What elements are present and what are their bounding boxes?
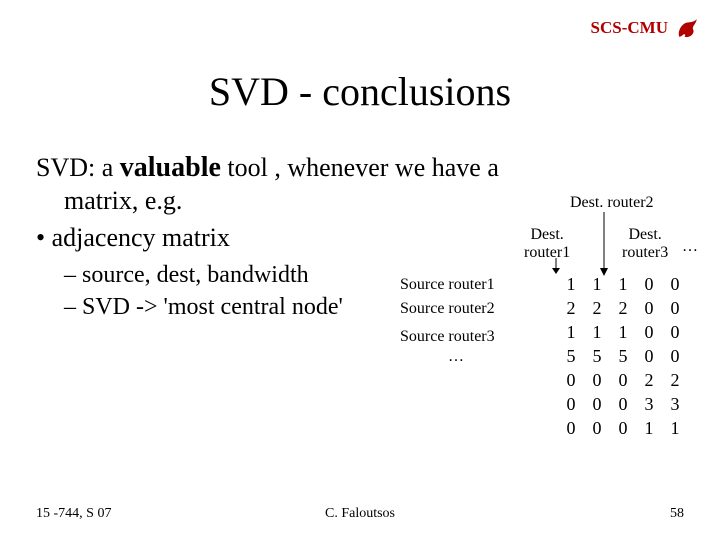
footer-right: 58 <box>670 506 684 522</box>
cell: 0 <box>662 272 688 296</box>
cell: 0 <box>662 320 688 344</box>
cell: 3 <box>636 392 662 416</box>
cell: 1 <box>584 320 610 344</box>
cell: 5 <box>610 344 636 368</box>
bullet-text: adjacency matrix <box>52 223 230 252</box>
cell: 1 <box>558 272 584 296</box>
cell: 0 <box>610 392 636 416</box>
cell: 0 <box>610 416 636 440</box>
cell: 5 <box>558 344 584 368</box>
cell: 1 <box>584 272 610 296</box>
row-header-3: Source router3 <box>400 328 495 346</box>
table-row: 0 0 0 2 2 <box>558 368 688 392</box>
col-header-2: Dest. router2 <box>570 194 654 212</box>
cell: 1 <box>662 416 688 440</box>
dragon-icon <box>674 14 702 42</box>
table-row: 0 0 0 3 3 <box>558 392 688 416</box>
cell: 0 <box>610 368 636 392</box>
row-header-2: Source router2 <box>400 300 495 318</box>
footer: 15 -744, S 07 C. Faloutsos 58 <box>36 506 684 522</box>
bullet-marker: • <box>36 223 52 252</box>
cell: 1 <box>610 272 636 296</box>
slide-title: SVD - conclusions <box>0 68 720 115</box>
footer-center: C. Faloutsos <box>36 506 684 522</box>
cell: 0 <box>636 344 662 368</box>
line1-prefix: SVD: a <box>36 153 120 182</box>
org-label: SCS-CMU <box>591 18 668 38</box>
header: SCS-CMU <box>591 14 702 42</box>
cell: 3 <box>662 392 688 416</box>
cell: 1 <box>558 320 584 344</box>
cell: 0 <box>584 368 610 392</box>
table-row: 1 1 1 0 0 <box>558 272 688 296</box>
row-ellipsis: … <box>448 348 464 366</box>
matrix-values: 1 1 1 0 0 2 2 2 0 0 1 1 1 0 0 5 <box>558 272 688 440</box>
table-row: 5 5 5 0 0 <box>558 344 688 368</box>
table-row: 1 1 1 0 0 <box>558 320 688 344</box>
col-header-1: Dest. router1 <box>524 226 570 261</box>
row-header-1: Source router1 <box>400 276 495 294</box>
bullet-1: • adjacency matrix <box>36 222 676 255</box>
cell: 0 <box>584 416 610 440</box>
cell: 5 <box>584 344 610 368</box>
cell: 0 <box>662 344 688 368</box>
col-header-3: Dest. router3 <box>622 226 668 261</box>
cell: 2 <box>636 368 662 392</box>
cell: 2 <box>662 368 688 392</box>
cell: 2 <box>610 296 636 320</box>
cell: 0 <box>636 296 662 320</box>
line1-suffix: tool , whenever we have a <box>221 153 499 182</box>
cell: 1 <box>610 320 636 344</box>
col-ellipsis: … <box>682 238 698 256</box>
cell: 1 <box>636 416 662 440</box>
table-row: 0 0 0 1 1 <box>558 416 688 440</box>
cell: 2 <box>584 296 610 320</box>
cell: 0 <box>558 368 584 392</box>
table-row: 2 2 2 0 0 <box>558 296 688 320</box>
line-1: SVD: a valuable tool , whenever we have … <box>36 150 676 185</box>
matrix-table: 1 1 1 0 0 2 2 2 0 0 1 1 1 0 0 5 <box>558 272 688 440</box>
cell: 0 <box>636 272 662 296</box>
cell: 0 <box>584 392 610 416</box>
cell: 0 <box>636 320 662 344</box>
cell: 0 <box>558 416 584 440</box>
cell: 2 <box>558 296 584 320</box>
cell: 0 <box>662 296 688 320</box>
line1-bold: valuable <box>120 152 221 183</box>
cell: 0 <box>558 392 584 416</box>
